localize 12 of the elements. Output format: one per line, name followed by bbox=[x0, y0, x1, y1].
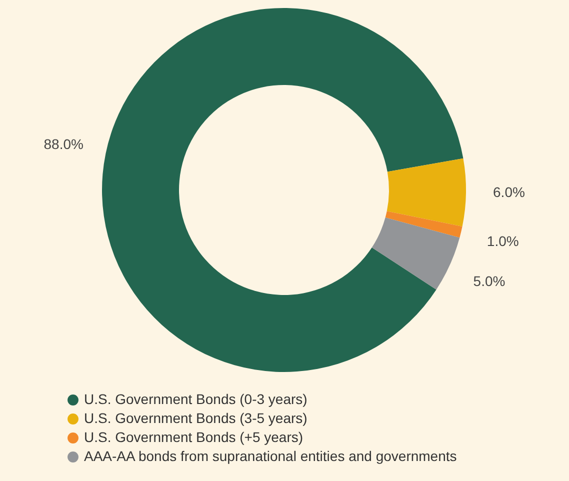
donut-slice bbox=[386, 158, 466, 227]
legend-label: AAA-AA bonds from supranational entities and governments bbox=[84, 448, 457, 464]
legend-label: U.S. Government Bonds (+5 years) bbox=[84, 429, 304, 445]
data-label: 88.0% bbox=[44, 136, 84, 152]
donut-slice bbox=[372, 218, 460, 290]
donut-slice bbox=[385, 211, 462, 238]
data-label: 6.0% bbox=[493, 184, 525, 200]
data-label: 5.0% bbox=[473, 273, 506, 290]
donut-slice bbox=[102, 8, 464, 372]
legend-label: U.S. Government Bonds (0-3 years) bbox=[84, 391, 308, 407]
data-label: 1.0% bbox=[486, 233, 519, 250]
legend-label: U.S. Government Bonds (3-5 years) bbox=[84, 410, 308, 426]
